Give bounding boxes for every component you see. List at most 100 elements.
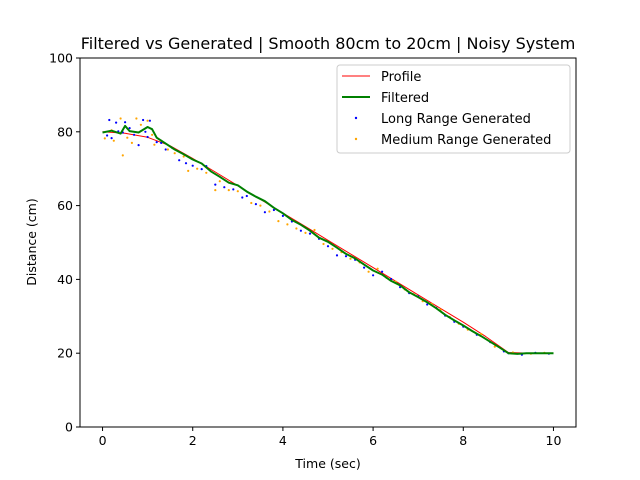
medium-range-point: [304, 231, 307, 234]
y-axis-label: Distance (cm): [24, 198, 39, 285]
y-tick-label: 60: [57, 198, 73, 213]
legend-label-long-range: Long Range Generated: [381, 112, 531, 127]
long-range-point: [155, 141, 158, 144]
long-range-point: [223, 186, 226, 189]
long-range-point: [272, 208, 275, 212]
long-range-point: [381, 270, 384, 273]
medium-range-point: [349, 257, 352, 260]
plot-frame: [79, 57, 577, 428]
long-range-point: [137, 144, 140, 147]
long-range-point: [148, 119, 151, 122]
long-range-point: [124, 121, 127, 124]
x-tick-label: 10: [546, 433, 562, 448]
medium-range-point: [214, 189, 217, 192]
y-tick-label: 20: [57, 346, 73, 361]
chart-title: Filtered vs Generated | Smooth 80cm to 2…: [81, 34, 576, 53]
long-range-point: [144, 130, 147, 133]
medium-range-point: [112, 139, 115, 142]
long-range-point: [178, 159, 181, 162]
medium-range-point: [218, 180, 221, 183]
x-tick-label: 8: [459, 433, 467, 448]
long-range-point: [214, 183, 217, 186]
long-range-point: [241, 196, 244, 199]
long-range-point: [308, 232, 312, 235]
y-axis: 0 20 40 60 80 100: [49, 51, 80, 435]
long-range-point: [263, 211, 266, 214]
medium-range-point: [121, 154, 124, 157]
medium-range-point: [259, 204, 262, 207]
legend-box: [336, 64, 571, 154]
filtered-line: [102, 124, 554, 355]
x-axis: 0 2 4 6 8 10: [99, 427, 562, 448]
long-range-point: [146, 135, 149, 139]
medium-range-point: [182, 155, 185, 158]
medium-range-point: [205, 171, 208, 174]
medium-range-point: [196, 167, 199, 170]
y-tick-label: 0: [65, 420, 73, 435]
medium-range-point: [103, 137, 106, 140]
medium-range-point: [153, 143, 156, 146]
medium-range-point: [322, 242, 325, 246]
long-range-point: [344, 255, 348, 258]
medium-range-point: [173, 152, 176, 155]
x-tick-label: 6: [369, 433, 377, 448]
series-filtered-line: [102, 124, 554, 355]
medium-range-point: [135, 117, 138, 120]
medium-range-point: [227, 189, 230, 192]
y-tick-label: 40: [57, 272, 73, 287]
long-range-point: [281, 214, 284, 217]
long-range-point: [245, 194, 248, 198]
long-range-point: [164, 148, 167, 151]
long-range-point: [335, 254, 339, 257]
medium-range-point: [139, 123, 142, 126]
legend-label-profile: Profile: [381, 70, 421, 85]
y-tick-label: 100: [49, 51, 73, 66]
long-range-point: [426, 303, 429, 306]
long-range-point: [299, 229, 302, 232]
medium-range-point: [151, 133, 154, 136]
medium-range-point: [250, 201, 253, 205]
legend-swatch-medium-range: [354, 137, 358, 141]
long-range-point: [254, 203, 257, 206]
x-tick-label: 2: [189, 433, 197, 448]
x-tick-label: 0: [99, 433, 107, 448]
medium-range-point: [295, 227, 298, 230]
medium-range-point: [331, 247, 334, 250]
medium-range-point: [166, 148, 169, 151]
medium-range-point: [126, 136, 129, 139]
long-range-point: [326, 245, 330, 248]
long-range-point: [184, 162, 188, 165]
legend-swatch-long-range: [354, 116, 358, 120]
legend: Profile Filtered Long Range Generated Me…: [336, 64, 571, 154]
medium-range-point: [187, 169, 190, 172]
long-range-point: [110, 137, 113, 140]
medium-range-point: [277, 220, 280, 223]
y-tick-label: 80: [57, 124, 73, 139]
long-range-point: [128, 127, 131, 130]
medium-range-point: [480, 332, 483, 336]
long-range-point: [133, 133, 136, 136]
medium-range-point: [119, 117, 122, 120]
medium-range-point: [367, 270, 370, 273]
medium-range-point: [286, 223, 289, 226]
x-tick-label: 4: [279, 433, 287, 448]
long-range-point: [363, 266, 366, 269]
legend-label-medium-range: Medium Range Generated: [381, 133, 551, 148]
long-range-point: [106, 134, 109, 137]
long-range-point: [232, 188, 235, 191]
long-range-point: [115, 121, 118, 124]
long-range-point: [191, 164, 194, 167]
x-axis-label: Time (sec): [294, 456, 360, 471]
long-range-point: [200, 168, 203, 171]
long-range-point: [372, 274, 375, 277]
legend-label-filtered: Filtered: [381, 91, 429, 106]
medium-range-point: [236, 190, 239, 193]
long-range-point: [160, 141, 163, 144]
medium-range-point: [376, 267, 379, 270]
medium-range-point: [313, 228, 316, 232]
medium-range-point: [268, 210, 271, 213]
series-long-range-points: [106, 118, 551, 356]
long-range-point: [142, 118, 145, 122]
medium-range-point: [146, 119, 149, 122]
